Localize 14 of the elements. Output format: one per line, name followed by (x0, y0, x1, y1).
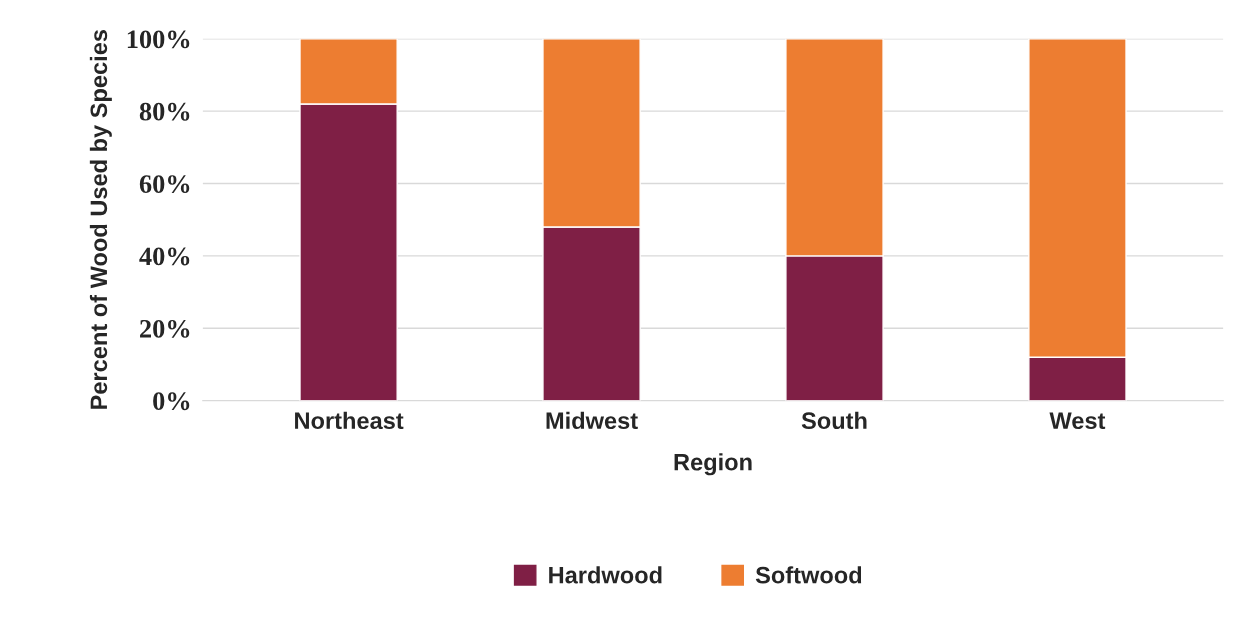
y-tick-label: 20% (140, 319, 190, 338)
y-tick-label: 80% (139, 102, 190, 121)
y-tick-label: 0% (153, 392, 190, 411)
legend-label: Softwood (755, 566, 862, 584)
x-tick-label: Midwest (546, 411, 638, 430)
y-axis-title: Percent of Wood Used by Species (89, 29, 112, 409)
y-tick-label: 60% (139, 175, 190, 194)
x-tick-label: South (801, 411, 867, 430)
x-tick-label: West (1049, 412, 1106, 430)
x-tick-label: Northeast (295, 411, 404, 430)
y-tick-label: 100% (127, 30, 190, 49)
y-tick-label: 40% (139, 247, 190, 266)
legend-label: Hardwood (549, 566, 662, 584)
x-axis-title: Region (674, 453, 752, 476)
